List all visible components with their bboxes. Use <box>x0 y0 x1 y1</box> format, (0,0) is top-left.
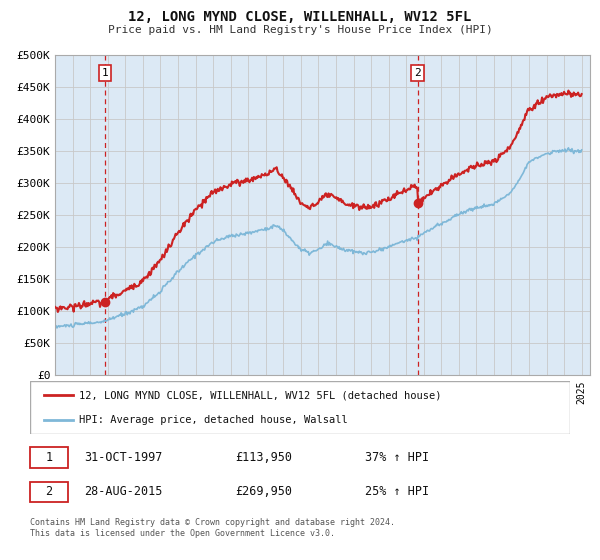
Text: 2: 2 <box>46 486 52 498</box>
Text: 1: 1 <box>101 68 108 78</box>
Text: 12, LONG MYND CLOSE, WILLENHALL, WV12 5FL (detached house): 12, LONG MYND CLOSE, WILLENHALL, WV12 5F… <box>79 390 441 400</box>
Text: Price paid vs. HM Land Registry's House Price Index (HPI): Price paid vs. HM Land Registry's House … <box>107 25 493 35</box>
Text: 28-AUG-2015: 28-AUG-2015 <box>84 486 163 498</box>
Text: 31-OCT-1997: 31-OCT-1997 <box>84 451 163 464</box>
FancyBboxPatch shape <box>30 482 68 502</box>
Text: 37% ↑ HPI: 37% ↑ HPI <box>365 451 429 464</box>
Text: 2: 2 <box>414 68 421 78</box>
Text: HPI: Average price, detached house, Walsall: HPI: Average price, detached house, Wals… <box>79 414 347 424</box>
Text: £113,950: £113,950 <box>235 451 292 464</box>
Text: 1: 1 <box>46 451 52 464</box>
Text: 25% ↑ HPI: 25% ↑ HPI <box>365 486 429 498</box>
FancyBboxPatch shape <box>30 381 570 434</box>
Text: 12, LONG MYND CLOSE, WILLENHALL, WV12 5FL: 12, LONG MYND CLOSE, WILLENHALL, WV12 5F… <box>128 10 472 24</box>
FancyBboxPatch shape <box>30 447 68 468</box>
Text: Contains HM Land Registry data © Crown copyright and database right 2024.: Contains HM Land Registry data © Crown c… <box>30 518 395 527</box>
Text: This data is licensed under the Open Government Licence v3.0.: This data is licensed under the Open Gov… <box>30 529 335 538</box>
Text: £269,950: £269,950 <box>235 486 292 498</box>
